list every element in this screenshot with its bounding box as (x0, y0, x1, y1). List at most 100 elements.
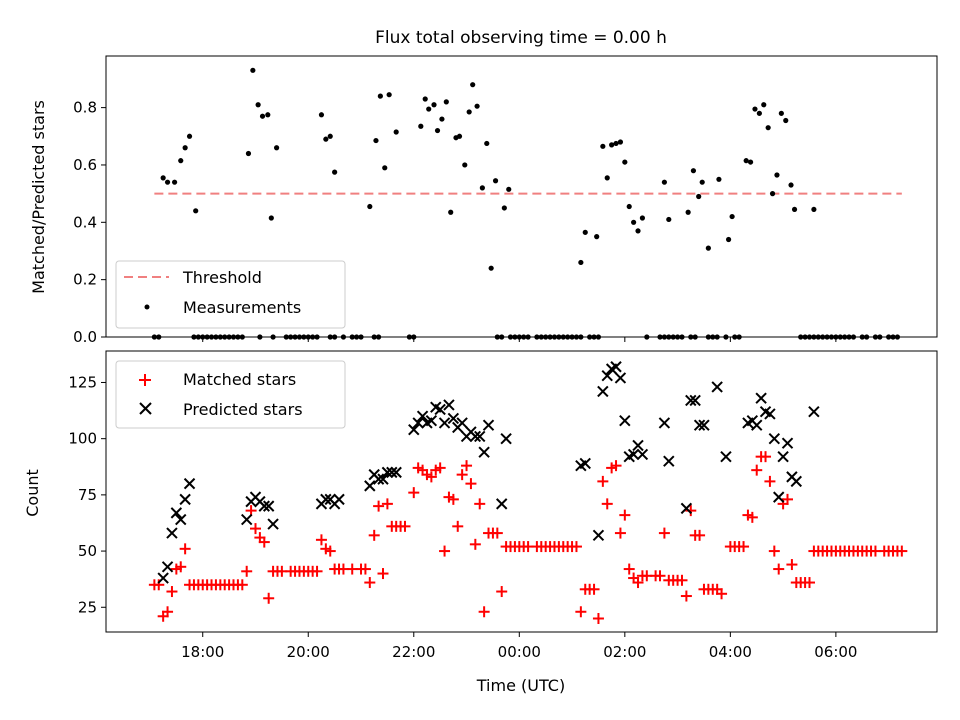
predicted-point (469, 430, 482, 443)
measurement-point (171, 179, 178, 185)
predicted-point (482, 419, 495, 431)
bottom-y-tick-label: 50 (78, 542, 97, 560)
bottom-y-tick-label: 100 (68, 430, 97, 448)
measurement-point (622, 159, 628, 165)
top-legend-box (115, 260, 346, 329)
matched-point (773, 563, 785, 575)
predicted-point (372, 473, 385, 485)
measurement-point (729, 213, 735, 220)
matched-point (263, 592, 275, 604)
matched-point (676, 574, 688, 586)
predicted-point (500, 432, 512, 445)
matched-point (452, 520, 464, 532)
measurement-point (743, 158, 749, 164)
measurement-point (639, 215, 646, 221)
matched-point (768, 545, 780, 557)
measurement-point (783, 117, 789, 124)
matched-point (469, 538, 481, 550)
measurement-point (501, 205, 507, 211)
matched-point (610, 460, 622, 472)
matched-point (408, 487, 420, 499)
measurement-point (456, 133, 463, 139)
matched-point (447, 493, 459, 505)
legend-threshold-label: Threshold (182, 268, 262, 287)
measurement-point (774, 172, 780, 178)
legend-measurements-swatch (144, 304, 150, 310)
measurement-point (791, 206, 798, 213)
predicted-point (320, 493, 332, 506)
predicted-point (597, 385, 609, 398)
legend-matched-swatch (139, 374, 151, 386)
measurement-point (318, 112, 325, 118)
predicted-point (693, 419, 706, 431)
measurement-point (193, 208, 199, 214)
predicted-point (658, 417, 671, 429)
bottom-legend: Matched stars Predicted stars (115, 360, 346, 429)
predicted-point (456, 417, 468, 429)
measurement-point (631, 219, 637, 225)
predicted-point (478, 446, 490, 458)
predicted-point (381, 466, 394, 479)
measurement-point (488, 265, 494, 271)
measurement-point (765, 125, 771, 131)
predicted-point (333, 493, 345, 506)
predicted-point (610, 361, 622, 373)
predicted-points (157, 361, 820, 584)
chart-title: Flux total observing time = 0.00 h (375, 28, 667, 48)
predicted-point (764, 408, 776, 420)
matched-point (570, 541, 582, 553)
predicted-point (768, 432, 781, 445)
predicted-point (636, 448, 649, 461)
measurement-point (756, 110, 762, 116)
matched-point (760, 451, 772, 463)
measurement-point (393, 129, 399, 135)
measurement-point (443, 99, 449, 105)
predicted-point (157, 572, 169, 584)
matched-point (166, 586, 178, 598)
measurement-point (479, 185, 485, 191)
bottom-legend-box (115, 360, 346, 429)
legend-measurements-label: Measurements (183, 298, 301, 317)
bottom-y-axis-label: Count (23, 469, 42, 517)
predicted-point (790, 475, 803, 488)
matched-point (249, 523, 261, 535)
top-panel: 0.00.20.40.60.8 Matched/Predicted stars … (29, 55, 938, 346)
predicted-point (496, 498, 508, 510)
predicted-point (698, 419, 710, 431)
measurement-point (788, 182, 794, 188)
measurement-point (178, 158, 184, 164)
measurement-point (752, 106, 758, 112)
measurement-point (716, 176, 722, 182)
measurement-point (422, 96, 428, 102)
predicted-point (166, 527, 178, 539)
matched-point (597, 475, 609, 487)
measurement-point (613, 140, 619, 147)
matched-point (456, 469, 468, 481)
predicted-point (425, 414, 438, 427)
x-tick-label: 02:00 (603, 643, 646, 661)
matched-point (324, 545, 336, 557)
predicted-point (632, 439, 644, 452)
bottom-y-ticks: 25 50 75 100 125 (68, 373, 106, 616)
predicted-point (267, 518, 279, 530)
predicted-point (434, 403, 446, 416)
matched-point (461, 460, 473, 472)
matched-point (896, 545, 908, 557)
measurement-point (265, 112, 271, 118)
matched-point (491, 527, 503, 539)
matched-point (601, 498, 613, 510)
matched-point (614, 527, 626, 539)
predicted-point (438, 417, 451, 429)
measurement-point (690, 168, 697, 174)
matched-point (680, 590, 692, 602)
matched-point (738, 541, 750, 553)
measurement-point (699, 179, 705, 185)
matched-point (236, 579, 248, 591)
matched-point (241, 565, 253, 577)
predicted-point (390, 466, 402, 479)
measurement-point (769, 191, 776, 197)
predicted-point (579, 457, 591, 470)
x-tick-label: 06:00 (814, 643, 857, 661)
measurement-point (661, 179, 667, 185)
